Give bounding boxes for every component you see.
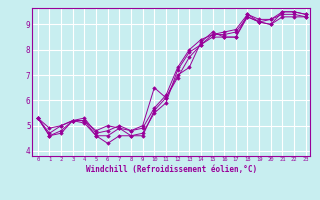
X-axis label: Windchill (Refroidissement éolien,°C): Windchill (Refroidissement éolien,°C) [86, 165, 257, 174]
